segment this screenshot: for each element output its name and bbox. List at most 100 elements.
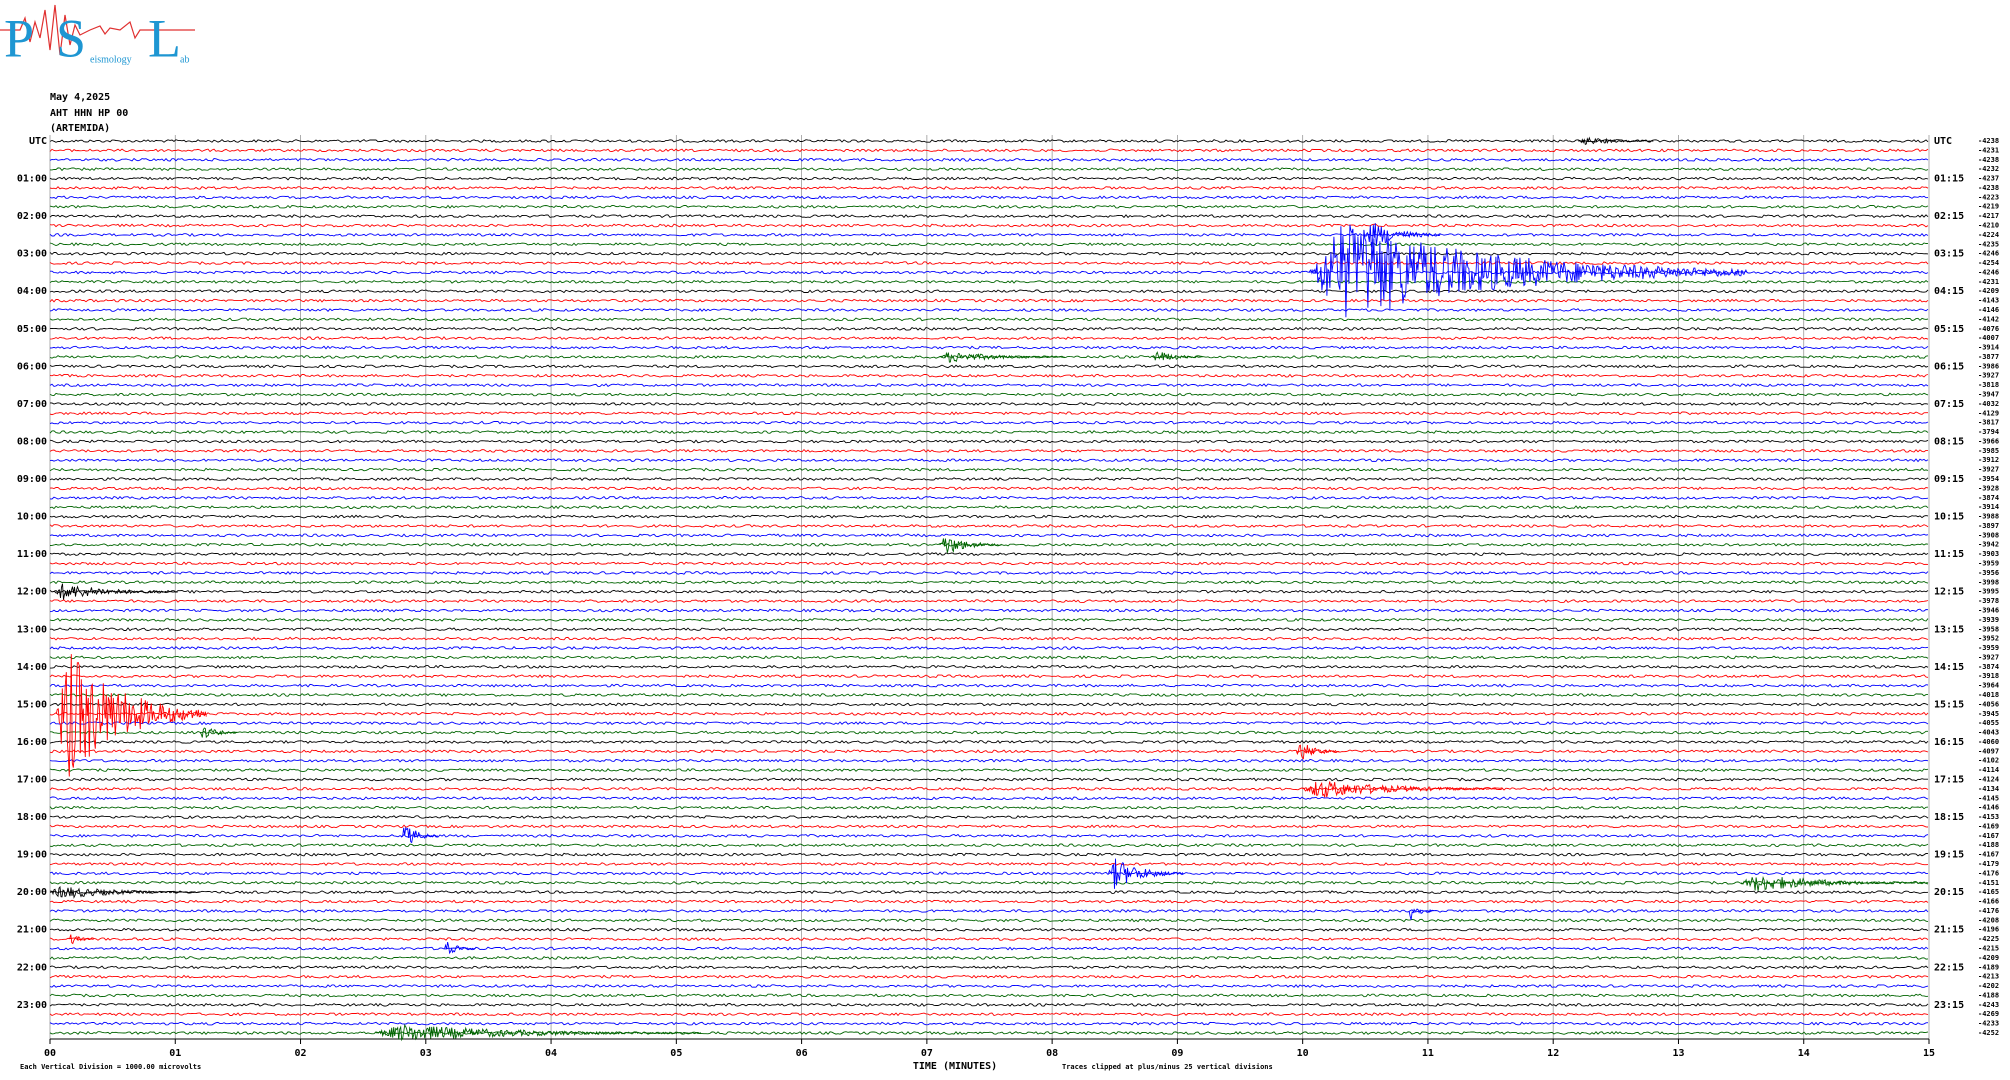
trace — [49, 721, 1929, 726]
x-tick-label: 15 — [1923, 1048, 1935, 1059]
trace — [50, 664, 1929, 669]
trace — [49, 336, 1929, 341]
left-time-label: 02:00 — [17, 211, 47, 222]
offset-label: -3998 — [1978, 578, 1999, 586]
right-time-label: 17:15 — [1934, 774, 1964, 785]
offset-label: -4225 — [1978, 935, 1999, 943]
offset-label: -3927 — [1978, 653, 1999, 661]
offset-label: -4146 — [1978, 804, 1999, 812]
left-time-label: 23:00 — [17, 1000, 47, 1011]
offset-label: -4167 — [1978, 832, 1999, 840]
right-time-label: 21:15 — [1934, 925, 1964, 936]
trace — [49, 899, 1929, 904]
offset-label: -4102 — [1978, 757, 1999, 765]
offset-label: -4143 — [1978, 297, 1999, 305]
offset-label: -4238 — [1978, 137, 1999, 145]
offset-label: -3874 — [1978, 663, 1999, 671]
offset-label: -4146 — [1978, 306, 1999, 314]
offset-label: -4231 — [1978, 146, 1999, 154]
offset-label: -4208 — [1978, 916, 1999, 924]
trace — [49, 251, 1929, 256]
offset-label: -4142 — [1978, 315, 1999, 323]
offset-label: -3942 — [1978, 541, 1999, 549]
offset-label: -3897 — [1978, 522, 1999, 530]
trace — [49, 758, 1929, 763]
trace — [49, 918, 1929, 923]
trace — [49, 993, 1929, 998]
offset-label: -4134 — [1978, 785, 1999, 793]
right-time-label: 11:15 — [1934, 549, 1964, 560]
seismic-event — [1108, 858, 1184, 889]
trace — [49, 420, 1929, 425]
offset-label: -4269 — [1978, 1010, 1999, 1018]
trace — [49, 683, 1929, 688]
offset-label: -3794 — [1978, 428, 1999, 436]
offset-label: -4246 — [1978, 268, 1999, 276]
right-time-label: 08:15 — [1934, 436, 1964, 447]
offset-label: -3995 — [1978, 588, 1999, 596]
trace — [49, 580, 1929, 585]
offset-label: -4166 — [1978, 898, 1999, 906]
trace — [49, 589, 1929, 594]
trace — [49, 514, 1929, 519]
x-tick-label: 11 — [1422, 1048, 1434, 1059]
trace — [49, 176, 1929, 181]
offset-label: -3927 — [1978, 466, 1999, 474]
trace — [49, 570, 1929, 575]
offset-label: -3908 — [1978, 531, 1999, 539]
offset-label: -3927 — [1978, 372, 1999, 380]
seismic-event — [52, 583, 178, 600]
seismic-event — [1408, 908, 1435, 921]
right-time-label: 05:15 — [1934, 324, 1964, 335]
offset-label: -4231 — [1978, 278, 1999, 286]
right-time-label: 03:15 — [1934, 249, 1964, 260]
offset-label: -4202 — [1978, 982, 1999, 990]
logo-letter: L — [148, 8, 181, 68]
trace — [49, 984, 1929, 989]
offset-label: -4209 — [1978, 287, 1999, 295]
trace — [49, 185, 1929, 190]
date: May 4,2025 — [50, 92, 110, 103]
offset-label: -3956 — [1978, 569, 1999, 577]
right-time-label: 14:15 — [1934, 662, 1964, 673]
trace — [49, 768, 1929, 773]
left-time-label: 18:00 — [17, 812, 47, 823]
seismic-event — [1295, 744, 1340, 760]
trace — [49, 852, 1929, 857]
trace — [49, 505, 1929, 510]
trace — [49, 242, 1929, 247]
trace — [49, 345, 1929, 350]
offset-label: -4189 — [1978, 963, 1999, 971]
trace — [49, 373, 1929, 378]
trace — [49, 909, 1929, 913]
offset-label: -4056 — [1978, 700, 1999, 708]
trace — [49, 946, 1929, 951]
offset-label: -4213 — [1978, 973, 1999, 981]
trace — [49, 1031, 1929, 1035]
left-time-label: 13:00 — [17, 624, 47, 635]
trace — [49, 467, 1929, 472]
trace — [49, 1002, 1929, 1007]
seismic-event — [1740, 875, 1929, 892]
trace — [49, 711, 1929, 716]
x-tick-label: 14 — [1798, 1048, 1810, 1059]
trace — [49, 974, 1929, 979]
right-time-label: 19:15 — [1934, 850, 1964, 861]
offset-label: -3952 — [1978, 635, 1999, 643]
x-tick-label: 09 — [1171, 1048, 1183, 1059]
trace — [49, 927, 1929, 932]
offset-label: -4129 — [1978, 409, 1999, 417]
left-time-label: 15:00 — [17, 699, 47, 710]
x-axis-label: TIME (MINUTES) — [913, 1061, 997, 1072]
right-time-label: 15:15 — [1934, 699, 1964, 710]
trace — [49, 561, 1929, 566]
offset-label: -4252 — [1978, 1029, 1999, 1037]
trace — [49, 674, 1929, 679]
left-time-label: 05:00 — [17, 324, 47, 335]
trace — [49, 890, 1929, 895]
trace — [49, 824, 1929, 829]
trace — [49, 955, 1929, 960]
x-tick-label: 13 — [1672, 1048, 1684, 1059]
offset-label: -4243 — [1978, 1001, 1999, 1009]
